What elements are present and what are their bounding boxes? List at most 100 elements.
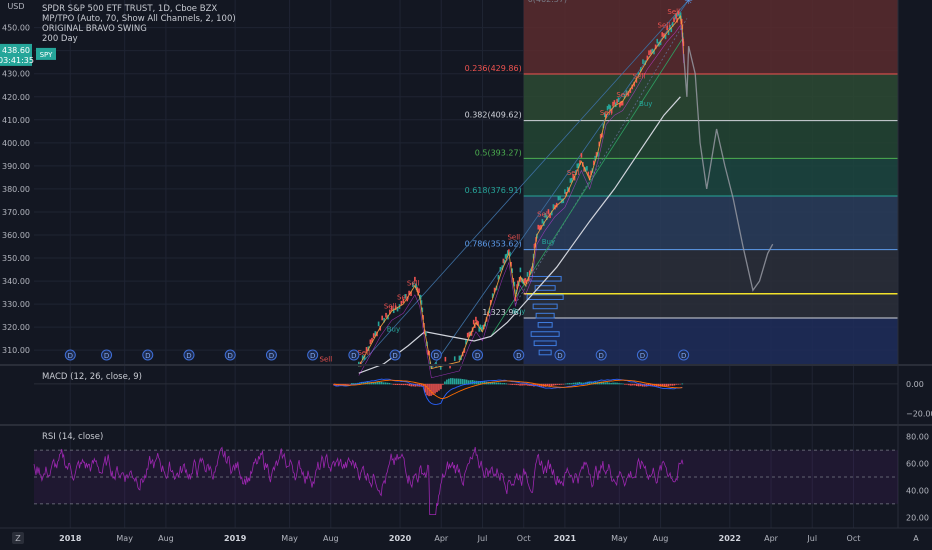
macd-histogram-bar [602,382,604,385]
rsi-axis-label: 60.00 [906,460,929,469]
macd-histogram-bar [554,383,557,386]
price-axis-label: 350.00 [2,254,30,263]
candle [616,98,618,104]
candle [416,287,419,292]
macd-histogram-bar [388,382,391,385]
macd-axis-label: −20.00 [906,410,932,419]
fib-label-top: 0(462.37) [528,0,567,4]
candle [639,67,642,72]
candle [571,177,573,183]
macd-histogram-bar [353,383,355,385]
fib-label: 0.5(393.27) [475,148,522,157]
indicator-bravo-swing[interactable]: ORIGINAL BRAVO SWING [42,24,147,34]
macd-histogram-bar [400,383,403,386]
macd-histogram-bar [360,382,363,385]
dividend-icon [554,349,566,361]
candle [648,50,650,56]
candle [408,290,410,296]
candle [453,356,456,361]
fib-zone [523,196,898,250]
macd-histogram-bar [628,383,630,386]
candle [620,101,623,106]
signal-label: Sell [667,8,680,16]
candle [656,38,659,44]
macd-histogram-bar [372,382,375,385]
macd-histogram-bar [404,383,407,386]
signal-label: Sell [357,349,370,357]
macd-legend[interactable]: MACD (12, 26, close, 9) [42,372,142,382]
currency-label[interactable]: USD [7,2,25,11]
candle [625,90,628,95]
candle [579,160,581,165]
candle [633,81,635,87]
macd-histogram-bar [343,383,345,386]
candle [606,105,609,111]
dividend-icon [142,349,154,361]
macd-signal-line [334,379,683,399]
macd-histogram-bar [600,381,603,385]
macd-histogram-bar [489,382,492,385]
candle [651,48,654,54]
dividend-marker: D [351,352,356,360]
macd-histogram-bar [616,382,618,385]
candle [514,296,517,302]
candle [404,294,407,299]
candle [537,224,540,230]
dividend-icon [678,349,690,361]
candle [501,265,504,270]
candle [667,30,670,36]
candle [363,355,366,360]
candle [597,152,599,157]
candle [504,254,507,259]
rsi-legend[interactable]: RSI (14, close) [42,432,104,442]
candle [617,97,620,102]
candle [663,33,665,38]
macd-histogram-bar [588,381,591,385]
candle [415,285,418,291]
macd-histogram-bar [493,382,496,385]
macd-histogram-bar [661,383,664,387]
symbol-title[interactable]: SPDR S&P 500 ETF TRUST, 1D, Cboe BZX [42,4,218,14]
signal-label: Buy [639,100,652,108]
macd-histogram-bar [501,383,504,385]
candle [419,295,422,300]
candle [572,174,574,179]
price-axis-label: 310.00 [2,346,30,355]
macd-histogram-bar [495,382,498,385]
candle [528,270,531,276]
time-axis-label: Oct [847,534,861,543]
macd-histogram-bar [465,379,468,385]
dividend-icon [636,349,648,361]
macd-histogram-bar [479,381,482,385]
candle [550,210,553,216]
swing-band-line [358,24,684,379]
candle [400,300,403,306]
macd-histogram-bar [333,383,335,386]
macd-histogram-bar [519,383,521,386]
macd-histogram-bar [626,383,628,385]
indicator-mptpo[interactable]: MP/TPO (Auto, 70, Show All Channels, 2, … [42,14,236,24]
last-price-label: 438.60 [2,46,30,55]
trend-line [515,18,688,305]
macd-histogram-bar [505,383,508,385]
dividend-marker: D [269,352,274,360]
candle [530,268,532,274]
candle [673,17,675,23]
fib-label: 0.618(376.91) [465,186,522,195]
indicator-200-day[interactable]: 200 Day [42,34,78,44]
rsi-line [33,446,684,515]
macd-histogram-bar [422,383,424,387]
candle [371,337,373,343]
signal-label: Sell [616,91,629,99]
macd-histogram-bar [509,383,511,385]
macd-histogram-bar [560,383,563,385]
candle [493,287,496,293]
dividend-marker: D [104,352,109,360]
candle [520,277,523,283]
candle [412,282,414,288]
rsi-axis-label: 40.00 [906,486,929,495]
trend-line [490,36,684,337]
macd-histogram-bar [535,383,537,387]
candle [414,283,417,289]
